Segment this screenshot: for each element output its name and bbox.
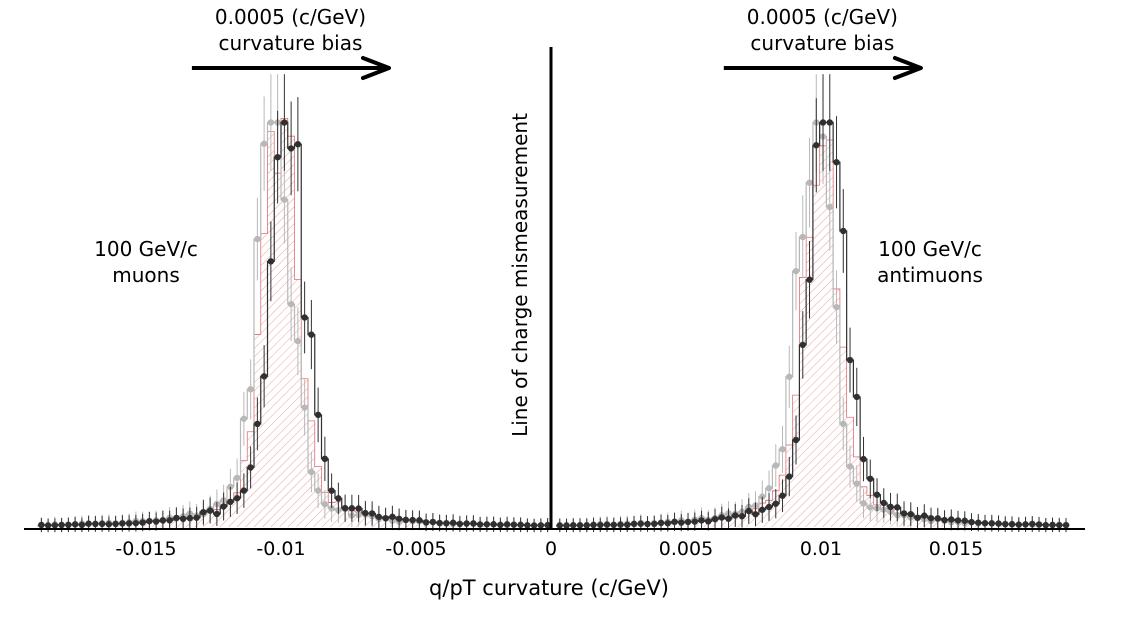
charge-mismeasurement-label: Line of charge mismeasurement bbox=[508, 113, 532, 437]
x-tick-label: -0.01 bbox=[256, 538, 305, 560]
particle-energy-label: 100 GeV/c bbox=[94, 237, 198, 261]
bias-arrowhead bbox=[892, 56, 923, 80]
black-step-line-1 bbox=[556, 121, 1070, 527]
bias-caption-label: curvature bias bbox=[750, 31, 894, 55]
x-tick-label: 0.005 bbox=[659, 538, 713, 560]
bias-value-label: 0.0005 (c/GeV) bbox=[215, 5, 366, 29]
x-tick-label: 0.015 bbox=[929, 538, 983, 560]
x-tick-label: -0.005 bbox=[385, 538, 446, 560]
histogram-layer bbox=[37, 117, 1070, 527]
x-tick-labels: -0.015 -0.01 -0.005 0 0.005 0.01 0.015 bbox=[115, 538, 983, 560]
particle-type-label: antimuons bbox=[877, 263, 983, 287]
particle-type-label: muons bbox=[112, 263, 180, 287]
bias-value-label: 0.0005 (c/GeV) bbox=[747, 5, 898, 29]
x-axis-title: q/pT curvature (c/GeV) bbox=[429, 576, 669, 600]
bias-arrowhead bbox=[361, 56, 391, 80]
black-step-line-0 bbox=[38, 121, 551, 527]
particle-energy-label: 100 GeV/c bbox=[878, 237, 982, 261]
x-tick-label: -0.015 bbox=[115, 538, 176, 560]
red-histogram-fill-1 bbox=[556, 139, 1070, 527]
x-tick-label: 0 bbox=[545, 538, 557, 560]
x-tick-label: 0.01 bbox=[800, 538, 842, 560]
bias-caption-label: curvature bias bbox=[219, 31, 363, 55]
marker-layer bbox=[38, 74, 1070, 533]
